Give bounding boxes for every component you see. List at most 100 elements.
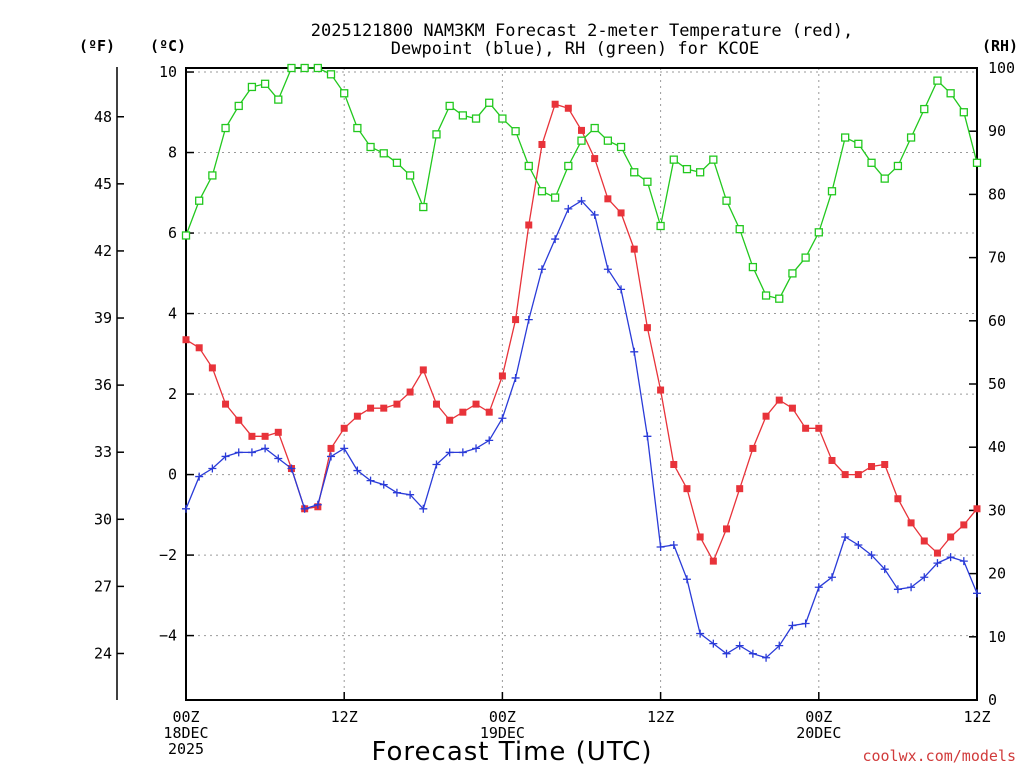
rh-point (590, 123, 599, 133)
temperature-point (538, 140, 546, 148)
dewpoint-point (419, 504, 428, 513)
fahrenheit-tick-label: 24 (94, 644, 112, 662)
temperature-point (235, 416, 243, 424)
dewpoint-point (682, 575, 691, 584)
temperature-point (578, 126, 585, 134)
rh-axis: 0 10 20 30 40 50 60 70 80 90 100 (969, 59, 1015, 709)
temperature-point (643, 324, 651, 332)
rh-point (669, 155, 678, 164)
rh-point (616, 142, 626, 152)
rh-point (775, 294, 784, 303)
time-tick-label: 20DEC (796, 724, 841, 742)
rh-point (696, 168, 705, 177)
temperature-point (327, 444, 335, 452)
dewpoint-point (537, 265, 546, 274)
temperature-point (432, 400, 440, 408)
dewpoint-point (458, 448, 467, 457)
dewpoint-point (880, 565, 889, 574)
dewpoint-point (221, 452, 230, 461)
fahrenheit-tick-label: 39 (94, 309, 112, 327)
temperature-point (380, 404, 388, 412)
dewpoint-point (854, 541, 863, 550)
temperature-point (446, 416, 454, 424)
rh-point (682, 164, 692, 174)
credit-link[interactable]: coolwx.com/models (862, 747, 1016, 765)
rh-point (181, 231, 191, 240)
fahrenheit-axis: 24 27 30 33 36 39 42 45 48 (94, 108, 124, 662)
rh-point (274, 95, 283, 104)
rh-point (234, 101, 243, 111)
celsius-tick-label: 8 (168, 144, 177, 162)
series-rh (181, 63, 982, 303)
dewpoint-point (762, 653, 771, 662)
fahrenheit-tick-label: 42 (94, 242, 112, 260)
temperature-point (393, 400, 401, 408)
temperature-point (933, 549, 941, 557)
dewpoint-point (709, 639, 718, 648)
rh-point (195, 196, 204, 205)
dewpoint-point (841, 532, 850, 541)
rh-tick-label: 20 (988, 565, 1006, 583)
temperature-point (617, 209, 625, 217)
rh-point (867, 158, 876, 167)
rh-point (392, 158, 402, 167)
rh-point (247, 82, 257, 92)
rh-point (972, 158, 982, 167)
temperature-point (248, 432, 256, 440)
rh-point (920, 104, 929, 114)
rh-point (379, 149, 388, 158)
temperature-point (854, 471, 862, 479)
time-tick-label: 00Z (489, 708, 516, 726)
temperature-point (340, 424, 348, 432)
rh-point (550, 193, 560, 202)
temperature-point (960, 521, 968, 529)
temperature-point (367, 404, 375, 412)
temperature-point (261, 432, 269, 440)
temperature-point (894, 495, 902, 503)
rh-tick-label: 80 (988, 185, 1006, 203)
fahrenheit-unit-label: (ºF) (79, 37, 115, 55)
dewpoint-point (195, 472, 204, 481)
fahrenheit-tick-label: 27 (94, 577, 112, 595)
dewpoint-point (603, 265, 612, 274)
temperature-point (881, 461, 889, 469)
time-tick-label: 12Z (331, 708, 358, 726)
rh-point (906, 133, 916, 142)
temperature-point (208, 364, 216, 372)
dewpoint-point (946, 553, 955, 562)
dewpoint-point (959, 557, 968, 566)
celsius-tick-label: 2 (168, 385, 177, 403)
rh-tick-label: 10 (988, 628, 1006, 646)
temperature-point (182, 336, 190, 344)
rh-point (353, 123, 362, 133)
celsius-tick-label: 4 (168, 305, 177, 323)
dewpoint-point (669, 541, 678, 550)
rh-unit-label: (RH) (982, 37, 1018, 55)
rh-point (340, 89, 349, 98)
dewpoint-point (274, 454, 283, 463)
dewpoint-point (498, 414, 507, 423)
temperature-point (604, 195, 612, 203)
temperature-point (788, 404, 796, 412)
rh-tick-label: 70 (988, 249, 1006, 267)
temperature-point (670, 461, 678, 469)
temperature-point (907, 519, 915, 527)
data-series (181, 63, 982, 662)
rh-point (893, 161, 903, 171)
temperature-point (459, 408, 467, 416)
celsius-tick-label: −2 (159, 546, 177, 564)
temperature-point (696, 533, 704, 541)
rh-point (208, 171, 217, 180)
rh-point (577, 136, 586, 145)
rh-point (432, 130, 441, 139)
dewpoint-point (432, 460, 441, 469)
rh-point (814, 228, 823, 237)
dewpoint-point (445, 448, 454, 457)
temperature-point (195, 344, 203, 352)
dewpoint-point (893, 585, 902, 594)
time-tick-label: 12Z (963, 708, 990, 726)
temperature-point (736, 485, 744, 493)
rh-point (827, 187, 837, 196)
time-tick-label: 00Z (805, 708, 832, 726)
temperature-point (564, 104, 572, 112)
